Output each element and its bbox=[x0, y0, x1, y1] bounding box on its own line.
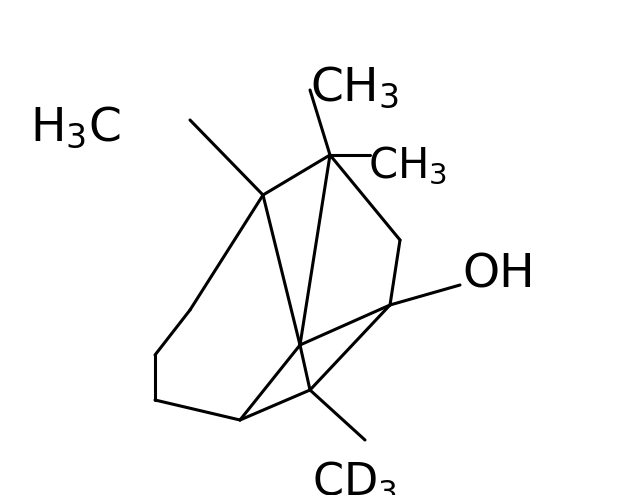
Text: OH: OH bbox=[462, 252, 534, 297]
Text: CD$_3$: CD$_3$ bbox=[312, 460, 397, 495]
Text: H$_3$C: H$_3$C bbox=[30, 105, 120, 151]
Text: CH$_3$: CH$_3$ bbox=[368, 145, 447, 187]
Text: CH$_3$: CH$_3$ bbox=[310, 65, 399, 111]
